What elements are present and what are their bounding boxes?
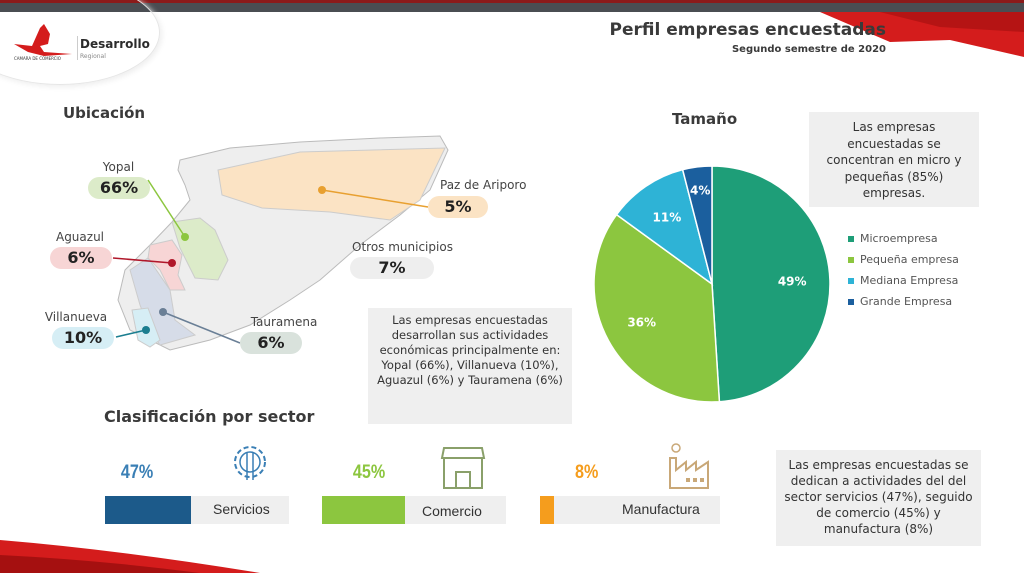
gear-wrench-icon	[234, 446, 266, 480]
map-value-otros-municipios: 7%	[350, 257, 434, 279]
sector-bar-comercio	[322, 496, 506, 524]
legend-item-pequena: Pequeña empresa	[848, 249, 959, 270]
pie-slice-microempresa	[711, 165, 831, 403]
pie-data-label: 49%	[778, 274, 807, 288]
logo-bird-icon: CAMARA DE COMERCIO	[14, 24, 72, 61]
legend-swatch	[848, 277, 854, 284]
sector-bar-fill	[322, 496, 405, 524]
page-subtitle: Segundo semestre de 2020	[731, 44, 886, 55]
map-label-tauramena: Tauramena	[250, 315, 318, 329]
pie-data-label: 11%	[653, 211, 682, 225]
sector-bar-servicios	[105, 496, 289, 524]
sector-bar-fill	[105, 496, 191, 524]
legend-swatch	[848, 256, 854, 263]
sector-value-comercio: 45%	[352, 462, 386, 483]
legend-item-microempresa: Microempresa	[848, 228, 959, 249]
tamano-note: Las empresas encuestadas se concentran e…	[809, 112, 979, 207]
top-bar	[0, 0, 1024, 3]
legend-label: Microempresa	[860, 232, 938, 245]
map-value-tauramena: 6%	[240, 332, 302, 354]
legend-label: Mediana Empresa	[860, 274, 959, 287]
sector-value-manufactura: 8%	[575, 462, 599, 483]
map-label-villanueva: Villanueva	[44, 310, 108, 324]
pie-data-label: 36%	[627, 316, 656, 330]
tamano-title: Tamaño	[672, 110, 738, 128]
legend-swatch	[848, 235, 854, 242]
ubicacion-note: Las empresas encuestadas desarrollan sus…	[368, 308, 572, 424]
legend-swatch	[848, 298, 854, 305]
storefront-icon	[440, 447, 486, 489]
sector-note: Las empresas encuestadas se dedican a ac…	[776, 450, 981, 546]
pie-chart: 49% 36% 11% 4%	[593, 165, 831, 403]
top-gray-bar	[0, 3, 1024, 12]
factory-icon	[669, 443, 709, 489]
sector-bar-fill	[540, 496, 554, 524]
logo-org-text: CAMARA DE COMERCIO	[14, 56, 61, 61]
sector-bar-manufactura	[540, 496, 720, 524]
legend-label: Pequeña empresa	[860, 253, 959, 266]
pie-slice-mediana-empresa	[615, 168, 714, 286]
logo-divider	[77, 36, 78, 60]
sector-label-manufactura: Manufactura	[622, 501, 700, 517]
map-label-aguazul: Aguazul	[55, 230, 105, 244]
logo-subtext: Regional	[80, 53, 106, 60]
map-value-villanueva: 10%	[52, 327, 114, 349]
ubicacion-title: Ubicación	[63, 104, 146, 122]
page-title: Perfil empresas encuestadas	[609, 20, 887, 40]
logo-text: Desarrollo	[80, 37, 150, 51]
sector-value-servicios: 47%	[120, 462, 154, 483]
sector-label-servicios: Servicios	[213, 501, 270, 517]
red-corner-decoration	[820, 12, 1024, 57]
red-bottom-decoration	[0, 540, 260, 573]
map-value-yopal: 66%	[88, 177, 150, 199]
sector-label-comercio: Comercio	[422, 503, 482, 519]
pie-legend: Microempresa Pequeña empresa Mediana Emp…	[848, 228, 959, 312]
sector-title: Clasificación por sector	[104, 407, 315, 426]
casanare-map	[112, 135, 449, 351]
map-value-aguazul: 6%	[50, 247, 112, 269]
pie-slice-peque-a-empresa	[593, 213, 721, 403]
map-label-paz-de-ariporo: Paz de Ariporo	[440, 178, 527, 192]
map-label-yopal: Yopal	[102, 160, 135, 174]
map-label-otros-municipios: Otros municipios	[352, 240, 453, 254]
map-value-paz-de-ariporo: 5%	[428, 196, 488, 218]
pie-slice-grande-empresa	[681, 165, 713, 285]
legend-item-mediana: Mediana Empresa	[848, 270, 959, 291]
legend-label: Grande Empresa	[860, 295, 953, 308]
pie-data-label: 4%	[690, 183, 710, 197]
legend-item-grande: Grande Empresa	[848, 291, 959, 312]
